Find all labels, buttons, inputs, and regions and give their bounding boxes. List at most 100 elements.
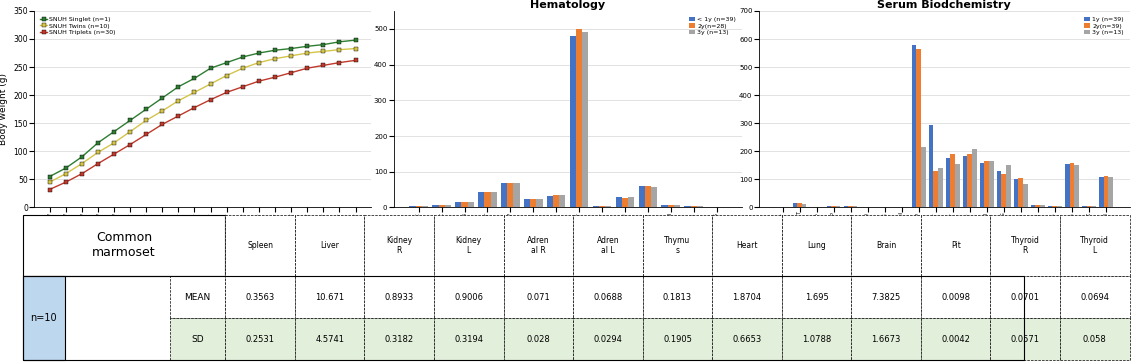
Bar [916,49,921,207]
Bar [503,276,573,318]
Text: 0.0688: 0.0688 [593,293,623,301]
Bar [921,276,990,318]
Text: 0.0294: 0.0294 [593,335,622,344]
SNUH Triplets (n=30) [42,187,56,192]
Bar [559,195,566,207]
Bar [364,215,434,276]
Bar [980,163,985,207]
Text: 0.3194: 0.3194 [454,335,484,344]
Bar [938,168,942,207]
Bar [997,171,1002,207]
SNUH Twins (n=10) [59,171,73,176]
SNUH Triplets (n=30) [252,79,266,83]
SNUH Singlet (n=1) [332,40,346,44]
SNUH Triplets (n=30) [107,152,121,156]
Bar [972,149,977,207]
Bar [524,199,531,207]
Bar [23,215,226,276]
Bar [921,318,990,360]
Bar [782,276,851,318]
Bar [1103,176,1108,207]
SNUH Singlet (n=1) [316,43,330,47]
Bar [1082,206,1086,207]
Bar [712,276,782,318]
Bar [642,215,712,276]
Bar [294,318,364,360]
Bar [503,318,573,360]
SNUH Twins (n=10) [42,180,56,185]
Bar [667,205,674,207]
Bar [674,205,680,207]
Text: 1.8704: 1.8704 [733,293,761,301]
Bar [573,215,642,276]
Bar [782,215,851,276]
Bar [434,276,503,318]
Text: n=10: n=10 [31,313,57,323]
Text: 0.3563: 0.3563 [245,293,275,301]
Bar [912,45,916,207]
Bar [294,215,364,276]
Bar [1052,206,1057,207]
SNUH Twins (n=10) [204,82,218,86]
Bar [697,206,703,207]
Bar [170,318,226,360]
Bar [1023,183,1028,207]
SNUH Singlet (n=1) [300,44,314,48]
Text: 0.0701: 0.0701 [1011,293,1039,301]
Bar [963,155,968,207]
Bar [599,206,605,207]
Text: Spleen: Spleen [248,241,273,250]
Text: Pit: Pit [950,241,961,250]
Bar [851,276,921,318]
Text: 0.8933: 0.8933 [385,293,414,301]
Text: Kidney
R: Kidney R [386,236,412,255]
Bar [798,203,802,207]
Bar [933,171,938,207]
Text: 1.6673: 1.6673 [872,335,901,344]
Text: 0.0042: 0.0042 [941,335,970,344]
Bar [990,318,1060,360]
Bar [690,206,697,207]
SNUH Singlet (n=1) [187,76,201,80]
Bar [1041,205,1045,207]
Bar [645,186,650,207]
Bar [642,276,712,318]
SNUH Singlet (n=1) [171,84,185,89]
Text: 0.0694: 0.0694 [1081,293,1109,301]
Text: MEAN: MEAN [185,293,211,301]
SNUH Triplets (n=30) [123,142,137,147]
Bar [1060,215,1130,276]
Legend: 1y (n=39), 2y(n=39), 3y (n=13): 1y (n=39), 2y(n=39), 3y (n=13) [1082,14,1126,37]
Bar [461,202,468,207]
SNUH Singlet (n=1) [284,46,298,51]
Bar [712,318,782,360]
Bar [503,215,573,276]
Bar [1065,164,1069,207]
SNUH Triplets (n=30) [220,90,234,95]
Line: SNUH Triplets (n=30): SNUH Triplets (n=30) [47,58,358,192]
Bar [848,206,852,207]
Bar [1036,205,1041,207]
Bar [576,29,582,207]
Text: Thyroid
L: Thyroid L [1081,236,1109,255]
Bar [827,206,832,207]
Text: 0.3182: 0.3182 [385,335,414,344]
Bar [642,318,712,360]
Bar [547,195,553,207]
SNUH Singlet (n=1) [220,60,234,65]
SNUH Triplets (n=30) [316,63,330,68]
SNUH Twins (n=10) [332,47,346,52]
Bar [226,276,294,318]
SNUH Twins (n=10) [284,54,298,58]
Bar [1069,163,1074,207]
Bar [1006,165,1011,207]
Bar [921,215,990,276]
Bar [410,206,415,207]
Text: Heart: Heart [736,241,758,250]
Text: 0.9006: 0.9006 [454,293,484,301]
Bar [1086,206,1091,207]
Bar [531,199,536,207]
SNUH Twins (n=10) [107,141,121,145]
Bar [990,215,1060,276]
Bar [802,203,807,207]
